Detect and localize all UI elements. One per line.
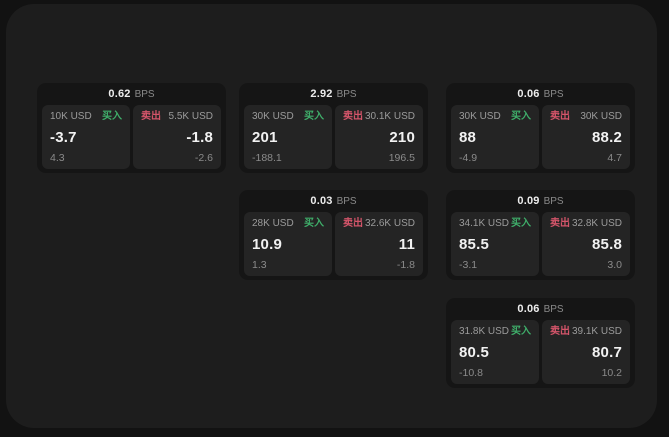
quote-card: 0.03 BPS 28K USD 买入 10.9 1.3 卖出 32.6K US… [239,190,428,280]
quote-card: 0.62 BPS 10K USD 买入 -3.7 4.3 卖出 5.5K USD [37,83,226,173]
buy-panel[interactable]: 10K USD 买入 -3.7 4.3 [42,105,130,169]
bps-value: 0.03 [310,195,333,207]
buy-price: 10.9 [252,235,282,253]
sell-delta: 10.2 [601,367,622,379]
quote-card: 2.92 BPS 30K USD 买入 201 -188.1 卖出 30.1K … [239,83,428,173]
sell-delta: 3.0 [607,259,622,271]
sell-amount: 32.8K USD [571,218,622,229]
buy-panel[interactable]: 34.1K USD 买入 85.5 -3.1 [451,212,539,276]
buy-delta: -188.1 [252,152,282,164]
buy-side-label: 买入 [511,326,531,337]
bps-value: 0.62 [108,88,131,100]
sell-amount: 32.6K USD [364,218,415,229]
sell-side-label: 卖出 [141,111,161,122]
buy-price: 85.5 [459,235,489,253]
sell-side-label: 卖出 [550,111,570,122]
sell-amount: 39.1K USD [571,326,622,337]
sell-price: -1.8 [186,128,213,146]
sell-panel[interactable]: 卖出 39.1K USD 80.7 10.2 [542,320,630,384]
sell-side-label: 卖出 [343,111,363,122]
buy-price: 201 [252,128,278,146]
bps-unit-label: BPS [543,303,564,315]
buy-price: -3.7 [50,128,77,146]
buy-panel[interactable]: 30K USD 买入 201 -188.1 [244,105,332,169]
buy-amount: 28K USD [252,218,294,229]
buy-panel[interactable]: 31.8K USD 买入 80.5 -10.8 [451,320,539,384]
buy-side-label: 买入 [304,111,324,122]
sell-side-label: 卖出 [550,326,570,337]
sell-price: 11 [398,235,415,253]
bps-unit-label: BPS [543,195,564,207]
sell-amount: 5.5K USD [168,111,213,122]
sell-price: 85.8 [592,235,622,253]
card-header: 0.03 BPS [244,190,423,212]
sell-panel[interactable]: 卖出 32.6K USD 11 -1.8 [335,212,423,276]
card-header: 0.06 BPS [451,83,630,105]
buy-panel[interactable]: 28K USD 买入 10.9 1.3 [244,212,332,276]
bps-value: 0.09 [517,195,540,207]
card-header: 0.62 BPS [42,83,221,105]
sell-delta: -1.8 [396,259,415,271]
sell-price: 88.2 [592,128,622,146]
buy-panel[interactable]: 30K USD 买入 88 -4.9 [451,105,539,169]
buy-delta: -3.1 [459,259,478,271]
bps-unit-label: BPS [336,88,357,100]
quote-card: 0.09 BPS 34.1K USD 买入 85.5 -3.1 卖出 32.8K… [446,190,635,280]
sell-panel[interactable]: 卖出 30K USD 88.2 4.7 [542,105,630,169]
sell-delta: 196.5 [388,152,415,164]
buy-amount: 30K USD [252,111,294,122]
sell-side-label: 卖出 [550,218,570,229]
sell-side-label: 卖出 [343,218,363,229]
buy-delta: -4.9 [459,152,478,164]
quotes-panel: 0.62 BPS 10K USD 买入 -3.7 4.3 卖出 5.5K USD [6,4,657,428]
bps-unit-label: BPS [543,88,564,100]
buy-amount: 34.1K USD [459,218,510,229]
sell-amount: 30.1K USD [364,111,415,122]
bps-unit-label: BPS [134,88,155,100]
sell-delta: 4.7 [607,152,622,164]
sell-panel[interactable]: 卖出 30.1K USD 210 196.5 [335,105,423,169]
sell-delta: -2.6 [194,152,213,164]
buy-side-label: 买入 [511,218,531,229]
buy-amount: 31.8K USD [459,326,510,337]
sell-price: 210 [389,128,415,146]
quote-card: 0.06 BPS 30K USD 买入 88 -4.9 卖出 30K USD [446,83,635,173]
bps-value: 2.92 [310,88,333,100]
bps-value: 0.06 [517,88,540,100]
sell-panel[interactable]: 卖出 32.8K USD 85.8 3.0 [542,212,630,276]
sell-amount: 30K USD [580,111,622,122]
sell-price: 80.7 [592,343,622,361]
card-header: 2.92 BPS [244,83,423,105]
bps-unit-label: BPS [336,195,357,207]
quote-card: 0.06 BPS 31.8K USD 买入 80.5 -10.8 卖出 39.1… [446,298,635,388]
buy-side-label: 买入 [511,111,531,122]
buy-delta: 4.3 [50,152,65,164]
buy-amount: 10K USD [50,111,92,122]
sell-panel[interactable]: 卖出 5.5K USD -1.8 -2.6 [133,105,221,169]
card-header: 0.09 BPS [451,190,630,212]
buy-price: 88 [459,128,477,146]
buy-side-label: 买入 [304,218,324,229]
buy-delta: -10.8 [459,367,483,379]
card-header: 0.06 BPS [451,298,630,320]
buy-delta: 1.3 [252,259,267,271]
buy-side-label: 买入 [102,111,122,122]
buy-amount: 30K USD [459,111,501,122]
buy-price: 80.5 [459,343,489,361]
bps-value: 0.06 [517,303,540,315]
